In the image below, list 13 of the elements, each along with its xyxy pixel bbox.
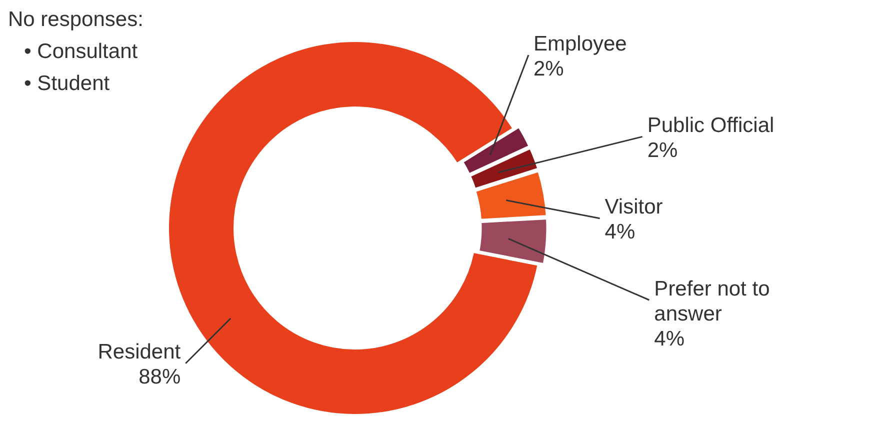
data-label: 4% [604, 220, 636, 244]
slice-label: Public Official [647, 114, 774, 137]
text: • Student [23, 71, 111, 97]
slice-label: Visitor [604, 196, 663, 219]
data-label: 2% [533, 57, 564, 80]
text: • Consultant [23, 39, 139, 65]
slice-label: Prefer not to answer [654, 277, 770, 326]
slice-label: Employee [533, 32, 627, 56]
data-label: 4% [654, 327, 685, 350]
text: No responses: [8, 7, 144, 33]
data-label: 2% [647, 138, 678, 162]
slice-label: Resident [98, 340, 181, 364]
data-label: 88% [138, 366, 181, 389]
